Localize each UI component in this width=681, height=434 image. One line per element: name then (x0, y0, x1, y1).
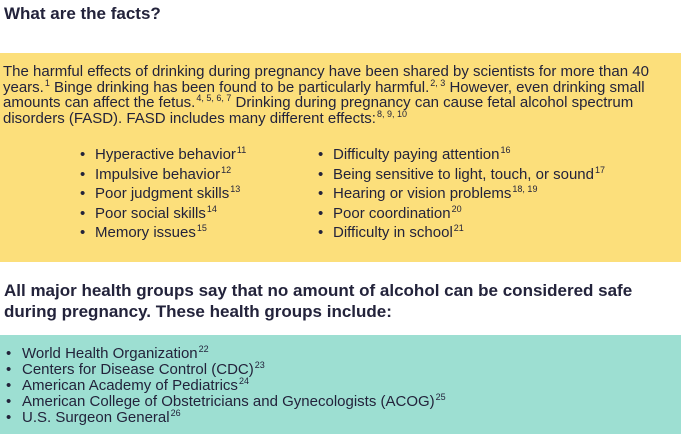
effect-item: Poor social skills14 (80, 204, 246, 224)
reference: 21 (453, 223, 464, 233)
effect-item: Difficulty in school21 (318, 223, 605, 243)
groups-panel: World Health Organization22Centers for D… (0, 335, 681, 434)
group-item: American College of Obstetricians and Gy… (0, 392, 446, 411)
group-item: U.S. Surgeon General26 (0, 408, 446, 427)
text: Drinking during pregnancy can cause feta… (3, 94, 634, 127)
reference: 26 (170, 408, 181, 418)
effect-item: Poor coordination20 (318, 204, 605, 224)
text: Poor social skills (95, 204, 206, 222)
groups-list: World Health Organization22Centers for D… (0, 344, 446, 427)
text: American College of Obstetricians and Gy… (22, 393, 435, 410)
reference: 22 (198, 344, 209, 354)
text: U.S. Surgeon General (22, 409, 170, 426)
text: Binge drinking has been found to be part… (54, 78, 430, 96)
reference: 14 (206, 203, 217, 214)
reference: 4, 5, 6, 7 (196, 93, 232, 103)
text: Difficulty in school (333, 224, 453, 241)
text: Impulsive behavior (95, 165, 221, 183)
text: The harmful effects of drinking during p… (3, 63, 649, 96)
text: Memory issues (95, 224, 196, 241)
text: Difficulty paying attention (333, 146, 500, 163)
reference: 13 (230, 184, 241, 194)
groups-intro: All major health groups say that no amou… (4, 281, 633, 321)
reference: 25 (435, 392, 446, 402)
effect-item: Memory issues15 (80, 223, 246, 243)
group-item: American Academy of Pediatrics24 (0, 376, 446, 395)
reference: 17 (595, 164, 606, 175)
effect-item: Poor judgment skills13 (80, 184, 246, 204)
effect-item: Hearing or vision problems18, 19 (318, 184, 605, 204)
reference: 24 (238, 376, 249, 386)
text: Poor judgment skills (95, 185, 230, 202)
effect-item: Hyperactive behavior11 (80, 145, 246, 165)
effects-left: Hyperactive behavior11Impulsive behavior… (80, 145, 246, 243)
effect-item: Being sensitive to light, touch, or soun… (318, 165, 605, 185)
reference: 12 (221, 164, 232, 175)
reference: 23 (254, 360, 265, 370)
reference: 2, 3 (430, 77, 446, 88)
group-item: World Health Organization22 (0, 344, 446, 363)
facts-panel: The harmful effects of drinking during p… (0, 53, 681, 262)
text: Hyperactive behavior (95, 146, 236, 163)
text: Being sensitive to light, touch, or soun… (333, 165, 594, 183)
group-item: Centers for Disease Control (CDC)23 (0, 360, 446, 379)
text: Hearing or vision problems (333, 185, 512, 202)
reference: 15 (196, 223, 207, 233)
effect-item: Difficulty paying attention16 (318, 145, 605, 165)
text: American Academy of Pediatrics (22, 377, 238, 394)
text: Poor coordination (333, 204, 451, 222)
effects-right: Difficulty paying attention16Being sensi… (318, 145, 605, 243)
reference: 16 (500, 145, 511, 155)
text: World Health Organization (22, 345, 198, 362)
text: Centers for Disease Control (CDC) (22, 361, 254, 378)
intro-paragraph: The harmful effects of drinking during p… (3, 64, 679, 126)
text: However, even drinking small amounts can… (3, 78, 645, 111)
reference: 18, 19 (512, 184, 538, 194)
reference: 8, 9, 10 (376, 108, 407, 119)
heading: What are the facts? (4, 4, 161, 23)
effect-item: Impulsive behavior12 (80, 165, 246, 185)
reference: 11 (236, 145, 247, 155)
reference: 20 (451, 203, 462, 214)
reference: 1 (44, 77, 50, 88)
